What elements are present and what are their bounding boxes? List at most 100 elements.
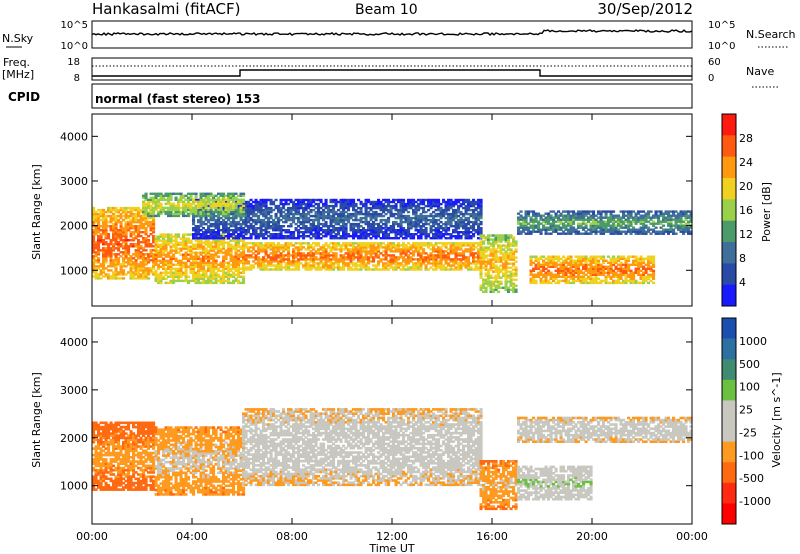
heatmap-cell bbox=[247, 262, 251, 265]
heatmap-cell bbox=[157, 275, 161, 278]
heatmap-cell bbox=[452, 210, 456, 214]
heatmap-cell bbox=[262, 233, 266, 236]
heatmap-cell bbox=[367, 200, 371, 204]
heatmap-cell bbox=[162, 233, 166, 236]
heatmap-cell bbox=[197, 247, 201, 250]
heatmap-cell bbox=[112, 231, 116, 234]
heatmap-cell bbox=[114, 231, 118, 234]
heatmap-cell bbox=[419, 252, 423, 255]
heatmap-cell bbox=[144, 257, 148, 260]
heatmap-cell bbox=[162, 239, 166, 242]
heatmap-cell bbox=[399, 204, 403, 208]
heatmap-cell bbox=[294, 216, 298, 220]
heatmap-cell bbox=[379, 218, 383, 222]
heatmap-cell bbox=[329, 258, 333, 261]
heatmap-cell bbox=[264, 258, 268, 261]
heatmap-cell bbox=[464, 198, 468, 202]
heatmap-cell bbox=[454, 216, 458, 220]
heatmap-cell bbox=[352, 242, 356, 245]
heatmap-cell bbox=[114, 255, 118, 258]
heatmap-cell bbox=[479, 272, 483, 275]
heatmap-cell bbox=[324, 244, 328, 247]
heatmap-cell bbox=[489, 286, 493, 289]
heatmap-cell bbox=[139, 255, 143, 258]
heatmap-cell bbox=[387, 227, 391, 230]
heatmap-cell bbox=[354, 210, 358, 214]
heatmap-cell bbox=[409, 198, 413, 202]
heatmap-cell bbox=[202, 275, 206, 278]
heatmap-cell bbox=[279, 246, 283, 249]
heatmap-cell bbox=[309, 254, 313, 257]
heatmap-cell bbox=[294, 268, 298, 271]
heatmap-cell bbox=[399, 227, 403, 230]
heatmap-cell bbox=[217, 198, 221, 201]
heatmap-cell bbox=[104, 253, 108, 256]
heatmap-cell bbox=[159, 204, 163, 207]
heatmap-cell bbox=[257, 246, 261, 249]
heatmap-cell bbox=[489, 284, 493, 287]
heatmap-cell bbox=[382, 246, 386, 249]
heatmap-cell bbox=[194, 265, 198, 268]
heatmap-cell bbox=[487, 260, 491, 263]
heatmap-cell bbox=[222, 275, 226, 278]
heatmap-cell bbox=[514, 268, 518, 271]
heatmap-cell bbox=[509, 234, 513, 237]
heatmap-cell bbox=[182, 239, 186, 242]
heatmap-cell bbox=[467, 233, 471, 236]
heatmap-cell bbox=[142, 200, 146, 203]
heatmap-cell bbox=[407, 214, 411, 218]
heatmap-cell bbox=[259, 208, 263, 212]
heatmap-cell bbox=[117, 220, 121, 224]
heatmap-cell bbox=[394, 250, 398, 253]
heatmap-cell bbox=[229, 233, 233, 236]
heatmap-cell bbox=[459, 225, 463, 228]
heatmap-cell bbox=[219, 206, 223, 210]
heatmap-cell bbox=[292, 264, 296, 267]
heatmap-cell bbox=[194, 227, 198, 230]
heatmap-cell bbox=[112, 227, 116, 230]
heatmap-cell bbox=[342, 248, 346, 251]
heatmap-cell bbox=[97, 275, 101, 278]
heatmap-cell bbox=[162, 208, 166, 212]
heatmap-cell bbox=[472, 220, 476, 224]
heatmap-cell bbox=[462, 198, 466, 202]
heatmap-cell bbox=[524, 220, 528, 223]
heatmap-cell bbox=[227, 200, 231, 203]
heatmap-cell bbox=[122, 265, 126, 268]
heatmap-cell bbox=[242, 206, 246, 210]
heatmap-cell bbox=[124, 247, 128, 250]
heatmap-cell bbox=[357, 227, 361, 230]
heatmap-cell bbox=[369, 268, 373, 271]
heatmap-cell bbox=[217, 220, 221, 224]
heatmap-cell bbox=[414, 250, 418, 253]
heatmap-cell bbox=[259, 198, 263, 202]
heatmap-cell bbox=[494, 274, 498, 277]
heatmap-cell bbox=[339, 227, 343, 230]
heatmap-cell bbox=[157, 204, 161, 207]
heatmap-cell bbox=[242, 258, 246, 261]
heatmap-cell bbox=[497, 246, 501, 249]
heatmap-cell bbox=[239, 218, 243, 222]
heatmap-cell bbox=[204, 222, 208, 226]
heatmap-cell bbox=[437, 225, 441, 228]
heatmap-cell bbox=[339, 198, 343, 202]
heatmap-cell bbox=[407, 204, 411, 208]
heatmap-cell bbox=[422, 250, 426, 253]
heatmap-cell bbox=[472, 268, 476, 271]
heatmap-cell bbox=[552, 224, 556, 227]
heatmap-cell bbox=[177, 241, 181, 244]
heatmap-cell bbox=[344, 227, 348, 230]
heatmap-cell bbox=[502, 238, 506, 241]
heatmap-cell bbox=[457, 266, 461, 269]
heatmap-cell bbox=[107, 214, 111, 218]
heatmap-cell bbox=[307, 235, 311, 238]
heatmap-cell bbox=[297, 264, 301, 267]
heatmap-cell bbox=[304, 206, 308, 210]
heatmap-cell bbox=[369, 242, 373, 245]
heatmap-cell bbox=[292, 212, 296, 216]
heatmap-cell bbox=[122, 214, 126, 218]
heatmap-cell bbox=[102, 251, 106, 254]
heatmap-cell bbox=[159, 208, 163, 212]
heatmap-cell bbox=[169, 269, 173, 272]
heatmap-cell bbox=[224, 222, 228, 226]
